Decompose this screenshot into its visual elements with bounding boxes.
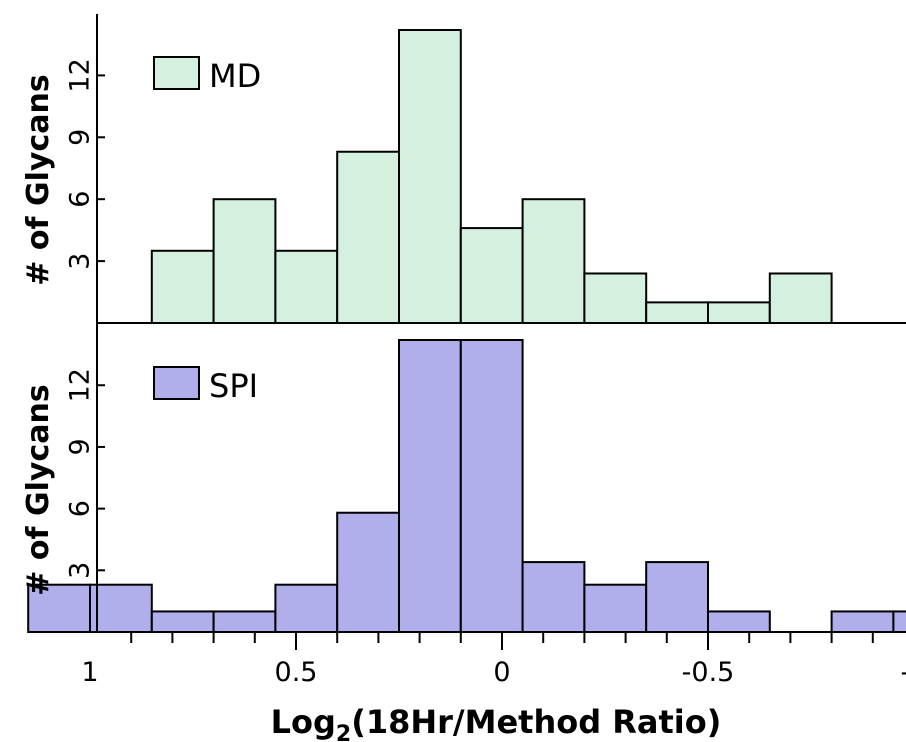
x-tick-label: -1 xyxy=(901,657,906,688)
spi-bar xyxy=(583,583,648,633)
md-bar xyxy=(459,227,524,324)
md-panel: 3 6 9 12 MD # of Glycans xyxy=(21,14,833,325)
spi-legend-swatch xyxy=(153,366,200,400)
y-tick-label: 3 xyxy=(65,562,96,579)
x-axis-title: Log2(18Hr/Method Ratio) xyxy=(271,703,722,742)
spi-bar xyxy=(398,339,462,633)
spi-bar xyxy=(212,610,277,634)
md-y-axis-title: # of Glycans xyxy=(21,74,56,285)
spi-bar xyxy=(459,339,524,633)
md-bar xyxy=(707,301,771,325)
spi-bar xyxy=(830,610,895,634)
spi-bar xyxy=(274,583,339,633)
md-bar xyxy=(768,272,833,325)
spi-bar xyxy=(150,610,215,634)
md-bar xyxy=(521,198,586,325)
md-bars xyxy=(150,29,833,325)
md-y-ticks: 3 6 9 12 xyxy=(65,58,105,270)
spi-bar xyxy=(521,561,586,634)
y-tick-label: 12 xyxy=(65,368,96,402)
md-bar xyxy=(212,198,277,325)
spi-y-ticks: 3 6 9 12 xyxy=(65,368,105,579)
x-axis-title-subscript: 2 xyxy=(336,722,351,742)
md-bar xyxy=(150,249,215,324)
x-tick-label: 0 xyxy=(493,657,510,688)
y-tick-label: 6 xyxy=(65,500,96,517)
y-tick-label: 12 xyxy=(65,58,96,92)
spi-bar xyxy=(892,610,906,634)
x-axis-title-rest: (18Hr/Method Ratio) xyxy=(351,703,721,741)
md-bar xyxy=(336,150,401,324)
x-axis-title-main: Log xyxy=(271,703,336,741)
spi-bars xyxy=(27,339,906,634)
y-tick-label: 6 xyxy=(65,191,96,208)
x-tick-label: 1 xyxy=(81,657,98,688)
y-tick-label: 9 xyxy=(65,129,96,146)
spi-bar xyxy=(645,561,710,634)
spi-bar xyxy=(89,583,153,633)
y-tick-label: 3 xyxy=(65,253,96,270)
md-bar xyxy=(274,249,339,324)
md-legend-swatch xyxy=(153,56,200,90)
y-tick-label: 9 xyxy=(65,438,96,455)
spi-bar xyxy=(336,511,401,634)
x-ticks: 1.510.50-0.5-1-1.5 xyxy=(81,632,906,688)
x-tick-label: -0.5 xyxy=(682,657,735,688)
md-bar xyxy=(398,29,462,324)
md-bar xyxy=(645,301,710,325)
x-tick-label: 0.5 xyxy=(275,657,318,688)
md-legend-label: MD xyxy=(209,57,261,95)
spi-panel: 3 6 9 12 SPI # of Glycans xyxy=(21,323,906,634)
md-bar xyxy=(583,272,648,325)
spi-legend-label: SPI xyxy=(209,367,258,405)
spi-bar xyxy=(707,610,771,634)
spi-y-axis-title: # of Glycans xyxy=(21,384,56,595)
